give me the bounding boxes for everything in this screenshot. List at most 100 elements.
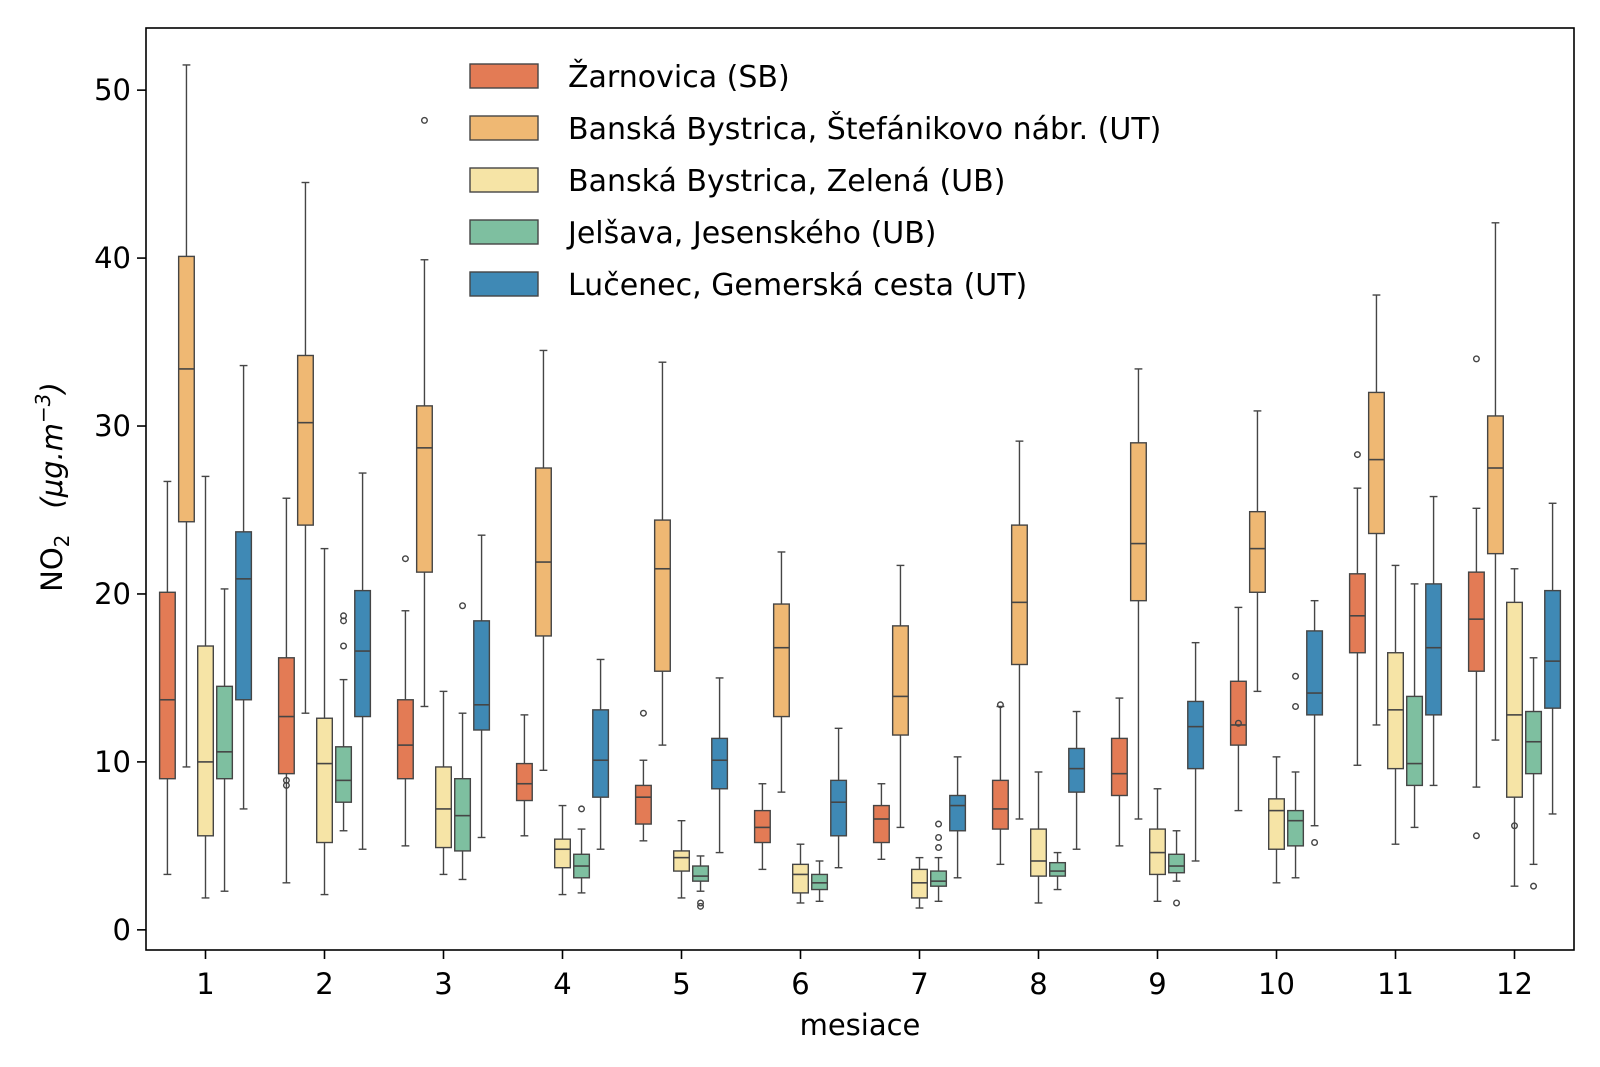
box [315,717,334,844]
box [1010,524,1028,666]
x-axis-label: mesiace [800,1008,921,1042]
outlier-point [1173,899,1181,907]
box [1029,828,1048,877]
box [277,657,295,775]
box-group [1110,697,1128,847]
box-group [1486,222,1504,741]
box-group [277,497,295,884]
box-group [930,820,948,902]
plot-frame [145,27,1575,951]
outlier-point [1510,822,1518,830]
box [396,699,414,780]
box-group [354,472,372,850]
y-axis-label-subscript: 2 [50,535,74,548]
box [1049,861,1067,877]
y-tick-label: 30 [94,409,131,443]
box-group [1049,851,1067,891]
legend-swatch [469,115,539,141]
box [1425,583,1443,716]
y-axis-label-units: (μg.m [35,423,69,509]
legend-swatch [469,63,539,89]
box-group [1187,641,1205,862]
box-group [634,709,652,842]
x-tick-label: 8 [1029,967,1047,1001]
outlier-point [340,642,348,650]
box-group [1148,788,1167,902]
box [872,804,890,844]
box [354,589,372,718]
box [949,794,967,832]
x-tick-label: 5 [672,967,690,1001]
outlier-point [420,116,428,124]
box-group [891,564,909,829]
box [177,255,195,523]
legend-swatch [469,167,539,193]
x-axis: 1 2 3 4 5 6 7 8 9 10 11 12 [196,950,1533,1001]
legend-label: Jelšava, Jesenského (UB) [566,216,937,251]
box-group [1029,771,1048,904]
box-group [216,588,234,892]
x-tick-label: 3 [434,967,452,1001]
box-group [1248,410,1266,693]
box-group [296,181,314,714]
box [830,779,848,837]
box [1229,680,1247,746]
box [1168,853,1186,874]
box-group [1386,564,1405,845]
box-group [1467,355,1485,840]
box [910,868,929,899]
box-group [830,727,848,869]
box-group [473,534,491,839]
box-group [910,856,929,909]
box-group [1267,756,1286,884]
outlier-point [935,833,943,841]
box [1068,747,1086,793]
box-group [315,547,334,896]
box-group [396,555,414,847]
box-group [1168,830,1186,907]
box-group [692,855,710,910]
outlier-point [340,612,348,620]
box-group [415,116,433,708]
legend-swatch [469,219,539,245]
outlier-point [1292,702,1300,710]
box-group [1525,657,1543,890]
box-group [1287,672,1305,879]
box-groups [158,64,1562,910]
box-group [335,612,353,832]
x-tick-label: 11 [1377,967,1414,1001]
box-group [1348,451,1366,766]
box [553,838,572,869]
box-group [592,658,610,850]
box [1110,737,1128,797]
legend-label: Žarnovica (SB) [568,59,790,95]
box [1248,510,1266,593]
box-group [772,551,790,793]
y-axis-label-main: NO [35,547,69,592]
outlier-point [1311,839,1319,847]
box-group [1010,440,1028,820]
box-group [573,805,591,894]
box-group [653,361,671,746]
box [1148,828,1167,876]
box [753,809,771,844]
box [672,850,691,872]
box-group [872,783,890,861]
box [1505,601,1524,798]
box [791,863,810,894]
outlier-point [1472,355,1480,363]
legend-swatch [469,271,539,297]
x-tick-label: 10 [1258,967,1295,1001]
box [1306,630,1324,716]
legend-label: Banská Bystrica, Štefánikovo nábr. (UT) [568,110,1161,147]
box [1367,391,1385,535]
box-group [1367,294,1385,726]
box-group [454,602,472,881]
legend-label: Banská Bystrica, Zelená (UB) [568,164,1005,199]
outlier-point [697,902,705,910]
y-tick-label: 20 [94,577,131,611]
box [1287,809,1305,847]
outlier-point [1530,882,1538,890]
box [1348,573,1366,654]
outlier-point [935,844,943,852]
